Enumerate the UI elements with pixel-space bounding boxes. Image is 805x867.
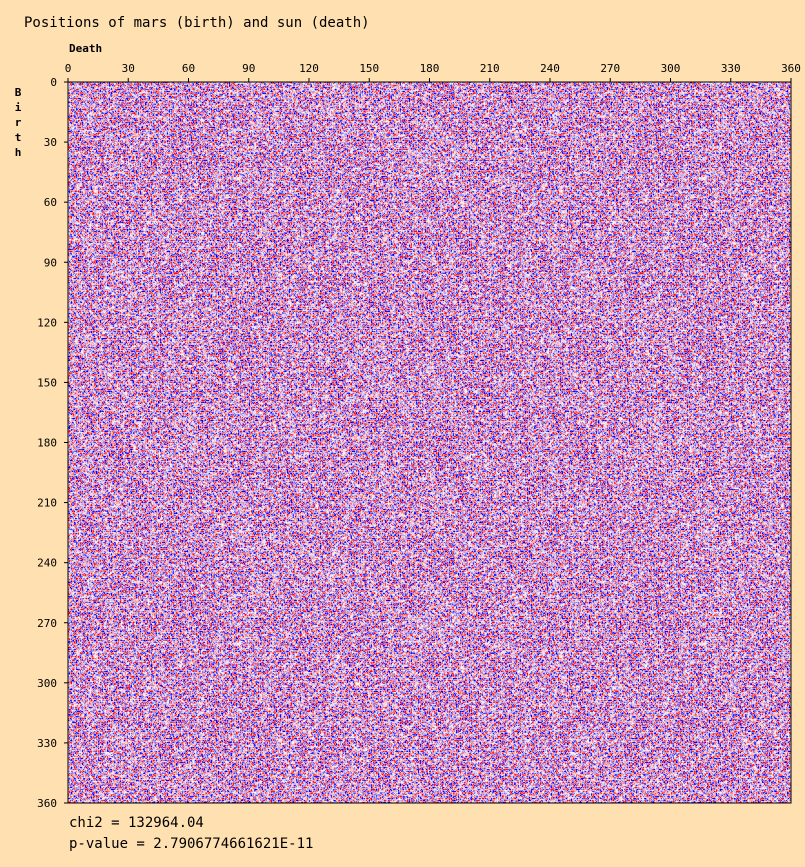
y-tick-label: 150 (37, 376, 57, 389)
x-tick-label: 210 (480, 62, 500, 75)
y-tick-label: 330 (37, 737, 57, 750)
y-tick-label: 300 (37, 677, 57, 690)
x-tick-label: 180 (420, 62, 440, 75)
heatmap-texture (68, 82, 791, 803)
x-tick-label: 120 (299, 62, 319, 75)
y-axis-title: Birth (12, 86, 25, 161)
y-tick-label: 60 (44, 196, 57, 209)
y-tick-label: 270 (37, 617, 57, 630)
y-tick-label: 120 (37, 316, 57, 329)
p-value-text: p-value = 2.7906774661621E-11 (69, 836, 313, 852)
y-tick-label: 360 (37, 797, 57, 810)
y-tick-label: 240 (37, 557, 57, 570)
y-tick-label: 210 (37, 497, 57, 510)
chart-title: Positions of mars (birth) and sun (death… (24, 15, 370, 31)
x-tick-label: 270 (600, 62, 620, 75)
x-tick-label: 90 (242, 62, 255, 75)
y-tick-label: 180 (37, 437, 57, 450)
x-tick-label: 0 (65, 62, 72, 75)
y-tick-label: 90 (44, 256, 57, 269)
x-tick-label: 330 (721, 62, 741, 75)
x-tick-label: 150 (359, 62, 379, 75)
chi2-text: chi2 = 132964.04 (69, 815, 204, 831)
x-tick-label: 300 (661, 62, 681, 75)
x-axis-title: Death (69, 42, 102, 55)
y-tick-label: 0 (50, 76, 57, 89)
x-tick-label: 60 (182, 62, 195, 75)
x-tick-label: 240 (540, 62, 560, 75)
x-tick-label: 30 (122, 62, 135, 75)
x-tick-label: 360 (781, 62, 801, 75)
y-tick-label: 30 (44, 136, 57, 149)
